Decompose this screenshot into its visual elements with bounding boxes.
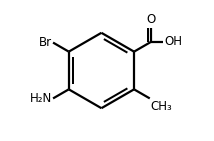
Text: OH: OH: [164, 35, 182, 48]
Text: CH₃: CH₃: [150, 100, 172, 113]
Text: H₂N: H₂N: [30, 92, 52, 105]
Text: O: O: [147, 13, 156, 26]
Text: Br: Br: [39, 36, 52, 49]
